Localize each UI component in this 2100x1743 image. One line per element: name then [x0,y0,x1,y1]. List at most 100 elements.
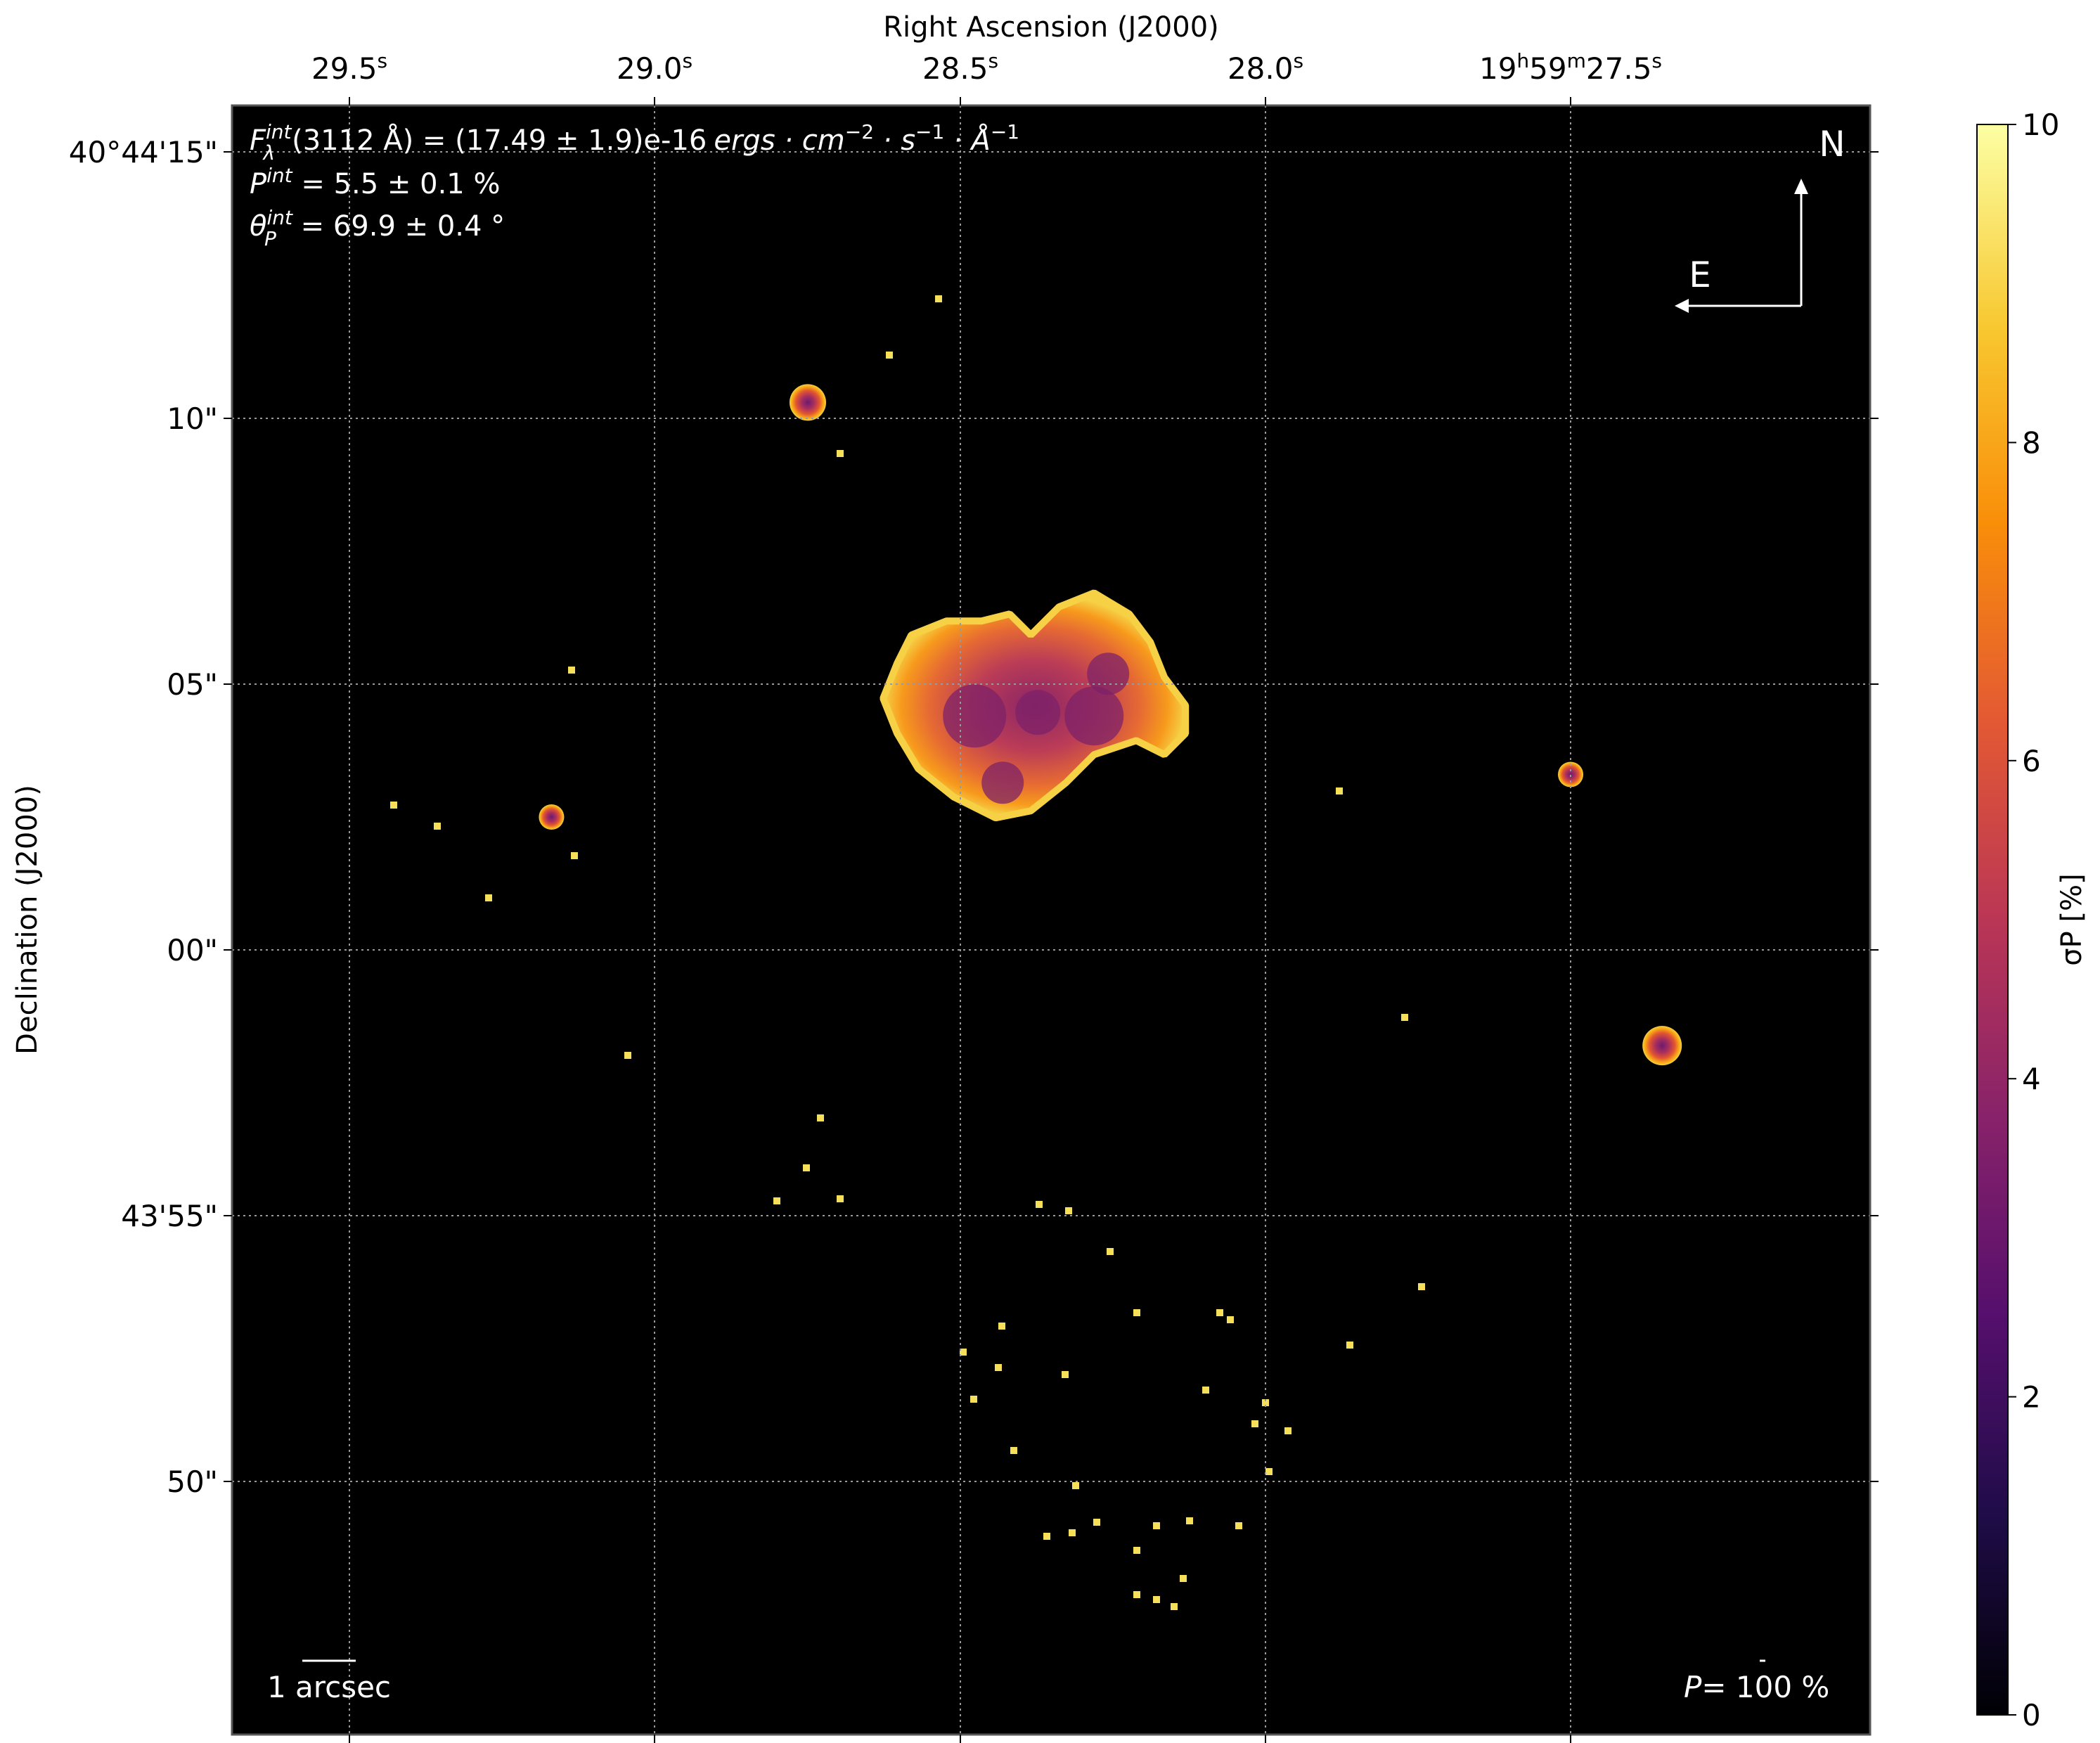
axes-layer: 29.5s 29.0s 28.5s 28.0s 19h59m27.5s 40°44'15"… [69,49,1879,1743]
pol-sup: int [266,164,293,187]
noise-pixel [837,450,844,457]
pol-reference-symbol: P [1684,1670,1702,1704]
flux-annotation: Fint λ (3112 Å) = (17.49 ± 1.9)e-16 ergs · … [250,120,1019,250]
colorbar-label: σP [%] [2056,873,2088,965]
noise-pixel [1401,1014,1408,1021]
compass: N E [1675,124,1845,313]
pol-value: = 5.5 ± 0.1 % [292,168,501,200]
noise-pixel [960,1349,967,1356]
noise-pixel [935,295,942,302]
x-tick-label: 29.5s [311,49,387,86]
source-east-star [1558,761,1583,787]
noise-pixel [1133,1547,1140,1554]
noise-pixel [1171,1603,1178,1610]
noise-pixel [390,802,397,809]
pol-reference: P= 100 % [1684,1659,1829,1704]
noise-pixel [817,1114,824,1121]
noise-pixel [803,1164,810,1171]
noise-pixel [1186,1517,1193,1524]
noise-pixel [1227,1316,1234,1323]
noise-pixel [1180,1575,1187,1582]
colorbar-tick-label: 0 [2022,1698,2041,1732]
source-west-blob-east [539,804,565,830]
flux-exp2: −1 [915,120,944,143]
theta-symbol: θ [250,210,266,243]
y-axis-label: Declination (J2000) [11,785,44,1055]
flux-sub: λ [262,141,276,165]
noise-pixel [773,1197,780,1204]
x-tick-label: 19h59m27.5s [1479,49,1662,86]
flux-exp3: −1 [991,120,1019,143]
noise-pixel [1093,1519,1100,1526]
noise-pixel [485,894,492,901]
flux-units2: · s [874,124,915,157]
flux-sup: int [266,120,292,143]
y-tick-label: 40°44'15" [69,135,218,169]
compass-east-label: E [1689,255,1711,295]
north-arrowhead-icon [1794,179,1808,194]
flux-units3: · Å [944,123,991,157]
noise-pixel [1133,1309,1140,1316]
nebula-core [981,761,1024,804]
noise-pixel [1262,1399,1269,1406]
noise-pixel [995,1364,1002,1371]
colorbar-tick-label: 6 [2022,744,2041,778]
noise-pixel [837,1195,844,1202]
x-axis-label: Right Ascension (J2000) [883,11,1219,44]
nebula-core [1087,652,1130,695]
noise-pixel [1062,1371,1069,1378]
noise-pixel [1235,1522,1242,1529]
grid-layer [232,105,1870,1735]
noise-pixel [624,1052,631,1059]
theta-sup: int [266,206,293,229]
scale-bar-label: 1 arcsec [267,1670,391,1704]
pol-symbol: P [250,168,267,200]
theta-value: = 69.9 ± 0.4 ° [292,210,505,243]
noise-pixel [1153,1522,1160,1529]
theta-sub: P [264,227,276,250]
y-tick-label: 00" [167,933,218,967]
x-tick-label: 29.0s [617,49,693,86]
source-north-blob [790,384,826,421]
east-arrowhead-icon [1675,299,1689,313]
noise-pixel [1336,787,1343,795]
noise-pixel [1284,1427,1291,1434]
nebula-core [1064,686,1124,746]
noise-pixel [1153,1596,1160,1603]
noise-pixel [1043,1533,1050,1540]
noise-pixel [1216,1309,1223,1316]
svg-text:Pint = 5.5 ± 0.1 %: Pint = 5.5 ± 0.1 % [250,164,500,200]
compass-north-label: N [1819,124,1845,165]
noise-pixel [1107,1248,1114,1255]
flux-exp1: −2 [845,120,874,143]
colorbar: 0 2 4 6 8 10 σP [%] [1976,108,2088,1732]
noise-pixel [568,667,575,674]
noise-pixel [886,352,893,359]
nebula-core [943,684,1007,748]
noise-pixel [1265,1468,1273,1475]
y-tick-label: 43'55" [121,1199,218,1233]
noise-pixel [1202,1387,1209,1394]
nebula-core [1015,690,1061,735]
flux-value: (3112 Å) = (17.49 ± 1.9)e-16 [292,123,707,157]
colorbar-tick-label: 4 [2022,1062,2041,1096]
noise-pixel [1251,1420,1258,1427]
noise-pixel [1069,1529,1076,1536]
flux-units: ergs · cm [714,124,844,157]
noise-pixel [1133,1591,1140,1598]
noise-pixel [1418,1283,1425,1290]
sources-layer [390,295,1682,1610]
y-tick-label: 50" [167,1465,218,1499]
svg-text:P= 100 %: P= 100 % [1684,1670,1829,1704]
colorbar-tick-label: 2 [2022,1380,2041,1415]
source-main-nebula [880,589,1190,822]
y-tick-label: 05" [167,667,218,702]
flux-symbol: F [250,124,266,157]
colorbar-tick-label: 10 [2022,108,2059,142]
x-tick-label: 28.0s [1228,49,1303,86]
noise-pixel [1065,1207,1072,1214]
noise-pixel [434,823,441,830]
